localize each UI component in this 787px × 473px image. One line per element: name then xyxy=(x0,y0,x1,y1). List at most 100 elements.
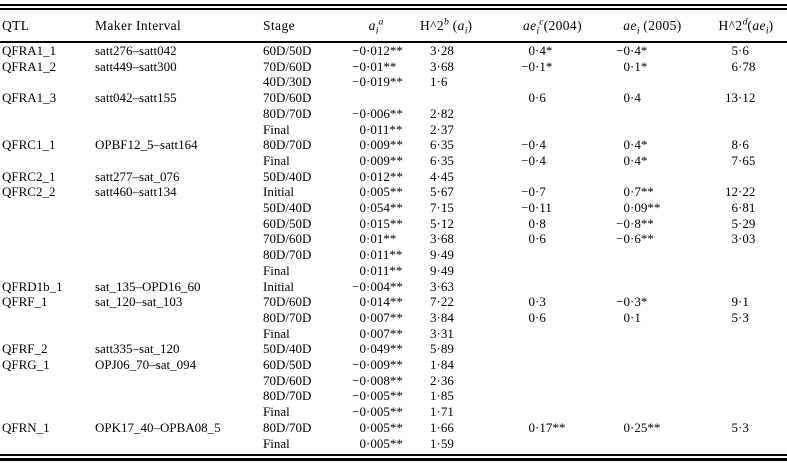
cell-stage: Final xyxy=(263,404,290,420)
cell-stage: 80D/70D xyxy=(263,309,312,325)
cell-interval: satt277–sat_076 xyxy=(95,168,180,184)
cell-ae-2005 xyxy=(600,122,705,138)
cell-stage: Final xyxy=(263,325,290,341)
cell-ae-2005 xyxy=(600,169,705,185)
cell-ae-2005: 0·1 xyxy=(623,309,641,325)
table-row: Final 0·011** 2·37 xyxy=(0,122,787,138)
cell-ae-2004: 0·4* xyxy=(528,43,553,58)
cell-heritability-ae: 9·1 xyxy=(731,294,749,310)
cell-stage: 70D/60D xyxy=(263,58,312,74)
cell-interval xyxy=(92,388,260,404)
cell-heritability-ae: 13·12 xyxy=(725,90,756,106)
table-row: QFRA1_3 satt042–satt155 70D/60D 0·6 0·4 … xyxy=(0,90,787,106)
cell-stage: Final xyxy=(263,152,290,168)
table-row: Final 0·007** 3·31 xyxy=(0,326,787,342)
cell-interval xyxy=(92,436,260,452)
cell-heritability-ae: 5·29 xyxy=(731,215,756,231)
cell-ae-2005: 0·4* xyxy=(623,152,648,168)
cell-qtl xyxy=(0,404,92,420)
cell-qtl: QFRC2_1 xyxy=(2,168,56,184)
cell-qtl: QFRA1_2 xyxy=(2,58,57,74)
cell-ae-2005 xyxy=(600,106,705,122)
cell-additive-effect: 0·005** xyxy=(359,184,403,200)
cell-heritability-a: 2·82 xyxy=(430,105,454,121)
cell-ae-2004 xyxy=(505,122,600,138)
table-row: QFRC2_1 satt277–sat_076 50D/40D 0·012** … xyxy=(0,169,787,185)
cell-qtl xyxy=(0,106,92,122)
cell-heritability-a: 1·71 xyxy=(430,404,454,420)
cell-stage: Final xyxy=(263,262,290,278)
col-header-heritability-ae: H^2d(aei) xyxy=(705,10,787,43)
cell-stage: 70D/60D xyxy=(263,294,312,310)
table-row: Final 0·011** 9·49 xyxy=(0,263,787,279)
cell-interval xyxy=(92,263,260,279)
cell-qtl: QFRA1_1 xyxy=(2,43,57,58)
cell-ae-2005 xyxy=(600,357,705,373)
cell-stage: Final xyxy=(263,435,290,451)
cell-qtl: QFRC2_2 xyxy=(2,184,56,200)
bottom-double-rule xyxy=(0,454,787,462)
cell-additive-effect: 0·01** xyxy=(359,231,397,247)
cell-heritability-ae: 6·78 xyxy=(731,58,756,74)
col-header-maker-interval: Maker Interval xyxy=(92,10,260,43)
cell-additive-effect: −0·004** xyxy=(352,278,403,294)
cell-ae-2005 xyxy=(600,247,705,263)
cell-additive-effect: 0·054** xyxy=(359,200,403,216)
cell-ae-2005: −0·8** xyxy=(616,215,654,231)
cell-ae-2004 xyxy=(505,357,600,373)
cell-interval xyxy=(92,153,260,169)
table-row: Final 0·005** 1·59 xyxy=(0,436,787,452)
cell-heritability-ae xyxy=(705,436,787,452)
cell-additive-effect: 0·009** xyxy=(359,152,403,168)
cell-interval xyxy=(92,404,260,420)
cell-heritability-a xyxy=(420,90,505,106)
col-header-stage: Stage xyxy=(260,10,332,43)
cell-heritability-ae xyxy=(705,357,787,373)
cell-heritability-ae xyxy=(705,247,787,263)
table-row: QFRG_1 OPJ06_70–sat_094 60D/50D −0·009**… xyxy=(0,357,787,373)
cell-qtl xyxy=(0,263,92,279)
cell-heritability-a: 6·35 xyxy=(430,152,454,168)
col-header-qtl: QTL xyxy=(0,10,92,43)
cell-stage: 80D/70D xyxy=(263,247,312,263)
cell-ae-2004 xyxy=(505,404,600,420)
cell-interval xyxy=(92,247,260,263)
cell-heritability-a: 3·28 xyxy=(430,43,454,58)
cell-qtl xyxy=(0,310,92,326)
table-row: 50D/40D 0·054** 7·15 −0·11 0·09** 6·81 xyxy=(0,200,787,216)
cell-ae-2004 xyxy=(505,341,600,357)
cell-ae-2005 xyxy=(600,279,705,295)
cell-additive-effect: 0·011** xyxy=(359,262,403,278)
cell-heritability-a: 1·85 xyxy=(430,388,454,404)
cell-heritability-ae xyxy=(705,74,787,90)
cell-ae-2004: −0·1* xyxy=(521,58,553,74)
table-row: QFRF_1 sat_120–sat_103 70D/60D 0·014** 7… xyxy=(0,294,787,310)
cell-heritability-a: 3·68 xyxy=(430,58,454,74)
cell-heritability-a: 5·67 xyxy=(430,184,454,200)
cell-heritability-ae xyxy=(705,279,787,295)
cell-stage: 80D/70D xyxy=(263,388,312,404)
cell-heritability-a: 3·31 xyxy=(430,325,454,341)
cell-heritability-ae: 5·6 xyxy=(731,43,749,58)
cell-ae-2005: 0·1* xyxy=(623,58,648,74)
col-header-additive-effect: aia xyxy=(332,10,420,43)
cell-heritability-a: 9·49 xyxy=(430,262,454,278)
cell-ae-2005 xyxy=(600,388,705,404)
cell-additive-effect xyxy=(332,90,420,106)
cell-additive-effect: −0·012** xyxy=(352,43,403,58)
cell-heritability-a: 7·22 xyxy=(430,294,454,310)
cell-heritability-a: 5·12 xyxy=(430,215,454,231)
cell-ae-2005 xyxy=(600,263,705,279)
cell-ae-2004 xyxy=(505,436,600,452)
header-row: QTL Maker Interval Stage aia H^2b (ai) a… xyxy=(0,10,787,43)
cell-ae-2005: 0·4* xyxy=(623,137,648,153)
cell-heritability-ae xyxy=(705,404,787,420)
cell-qtl xyxy=(0,247,92,263)
cell-stage: 70D/60D xyxy=(263,372,312,388)
cell-interval: sat_135–OPD16_60 xyxy=(95,278,201,294)
col-header-ae-2005: aei (2005) xyxy=(600,10,705,43)
table-row: QFRN_1 OPK17_40–OPBA08_5 80D/70D 0·005**… xyxy=(0,420,787,436)
cell-additive-effect: −0·008** xyxy=(352,372,403,388)
cell-heritability-ae: 12·22 xyxy=(725,184,756,200)
cell-qtl: QFRG_1 xyxy=(2,357,50,373)
